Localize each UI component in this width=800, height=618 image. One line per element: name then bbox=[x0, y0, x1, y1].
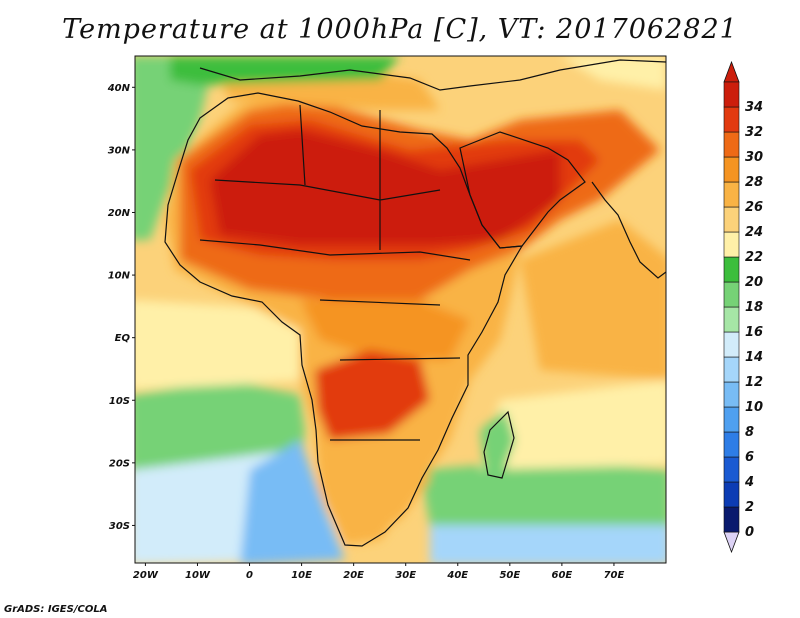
lon-tick-label: 20W bbox=[133, 570, 159, 581]
lat-tick-label: 30N bbox=[108, 145, 131, 156]
africa-coastline bbox=[164, 92, 524, 547]
colorbar-swatch bbox=[723, 406, 740, 433]
colorbar-label: 18 bbox=[745, 300, 763, 315]
colorbar-swatch bbox=[723, 456, 740, 483]
europe-coastline bbox=[199, 59, 666, 91]
lon-tick-label: 30E bbox=[395, 570, 416, 581]
field-southern-ocean-green bbox=[420, 460, 666, 525]
colorbar-label: 22 bbox=[745, 250, 763, 265]
lat-tick-label: 10S bbox=[109, 396, 130, 407]
colorbar-swatch bbox=[723, 381, 740, 408]
madagascar-coastline bbox=[483, 410, 515, 479]
colorbar-swatch bbox=[723, 481, 740, 508]
lat-tick-label: 40N bbox=[107, 83, 131, 94]
field-indian-ocean-pale bbox=[480, 380, 666, 470]
field-equatorial-atlantic bbox=[135, 300, 310, 390]
colorbar-swatch bbox=[723, 106, 740, 133]
colorbar-swatch bbox=[723, 181, 740, 208]
colorbar-swatch bbox=[723, 506, 740, 533]
lon-tick-label: 60E bbox=[552, 570, 573, 581]
lon-tick-label: 70E bbox=[604, 570, 625, 581]
colorbar-swatch bbox=[723, 356, 740, 383]
lon-tick-label: 20E bbox=[343, 570, 364, 581]
colorbar-label: 24 bbox=[745, 225, 763, 240]
lat-tick-label: 10N bbox=[108, 271, 131, 282]
field-southern-africa bbox=[330, 430, 430, 530]
field-arabian-sea bbox=[520, 220, 666, 380]
colorbar-label: 0 bbox=[745, 525, 754, 540]
credit-label: GrADS: IGES/COLA bbox=[4, 604, 108, 615]
border-central bbox=[319, 299, 461, 441]
colorbar-label: 6 bbox=[745, 450, 754, 465]
border-sahel bbox=[199, 239, 471, 261]
field-atlantic-blue bbox=[240, 440, 345, 563]
colorbar-label: 16 bbox=[745, 325, 763, 340]
india-coastline bbox=[591, 181, 666, 279]
colorbar-swatch bbox=[723, 206, 740, 233]
colorbar-label: 10 bbox=[745, 400, 763, 415]
colorbar-label: 30 bbox=[745, 150, 763, 165]
colorbar-label: 4 bbox=[744, 475, 754, 490]
lat-tick-label: 20S bbox=[109, 458, 130, 469]
field-asia-cool bbox=[560, 56, 666, 90]
colorbar-swatch bbox=[723, 306, 740, 333]
colorbar-swatch bbox=[723, 256, 740, 283]
lat-tick-label: 20N bbox=[108, 208, 131, 219]
colorbar-label: 2 bbox=[745, 500, 754, 515]
lon-tick-label: 0 bbox=[246, 570, 253, 581]
field-europe-green bbox=[170, 56, 400, 85]
colorbar-swatch bbox=[723, 131, 740, 158]
colorbar-label: 34 bbox=[745, 100, 763, 115]
colorbar-swatch bbox=[723, 81, 740, 108]
colorbar-label: 26 bbox=[745, 200, 763, 215]
field-angola-hot bbox=[315, 350, 430, 440]
field-atlantic-north-green bbox=[135, 56, 215, 240]
colorbar-swatch bbox=[723, 281, 740, 308]
plot-frame bbox=[134, 55, 667, 564]
temperature-field bbox=[135, 56, 666, 563]
axis-labels: 40N 30N 20N 10N EQ 10S 20S 30S 20W 10W 0 10E 20E 30E 4… bbox=[107, 83, 625, 581]
colorbar-swatch bbox=[723, 156, 740, 183]
colorbar-min-arrow bbox=[723, 531, 740, 554]
lon-tick-label: 10E bbox=[291, 570, 312, 581]
colorbar-max-arrow bbox=[723, 60, 740, 83]
field-sahara-hottest bbox=[210, 130, 560, 245]
colorbar-swatch bbox=[723, 431, 740, 458]
colorbar-label: 28 bbox=[745, 175, 763, 190]
colorbar-label: 14 bbox=[745, 350, 763, 365]
map-title: Temperature at 1000hPa [C], VT: 20170628… bbox=[62, 14, 738, 45]
colorbar-swatch bbox=[723, 231, 740, 258]
colorbar-label: 32 bbox=[745, 125, 763, 140]
field-congo-band bbox=[300, 300, 470, 360]
lon-tick-label: 50E bbox=[499, 570, 520, 581]
border-north bbox=[214, 104, 441, 250]
lon-tick-label: 40E bbox=[446, 570, 468, 581]
coastlines bbox=[164, 59, 666, 547]
colorbar-label: 12 bbox=[745, 375, 763, 390]
colorbar-label: 8 bbox=[745, 425, 754, 440]
lat-tick-label: 30S bbox=[109, 521, 130, 532]
colorbar-swatch bbox=[723, 331, 740, 358]
field-atlantic-south-green bbox=[135, 380, 305, 470]
colorbar-label: 20 bbox=[745, 275, 763, 290]
lat-tick-label: EQ bbox=[115, 333, 131, 344]
lon-tick-label: 10W bbox=[185, 570, 211, 581]
arabia-coastline bbox=[459, 131, 586, 249]
